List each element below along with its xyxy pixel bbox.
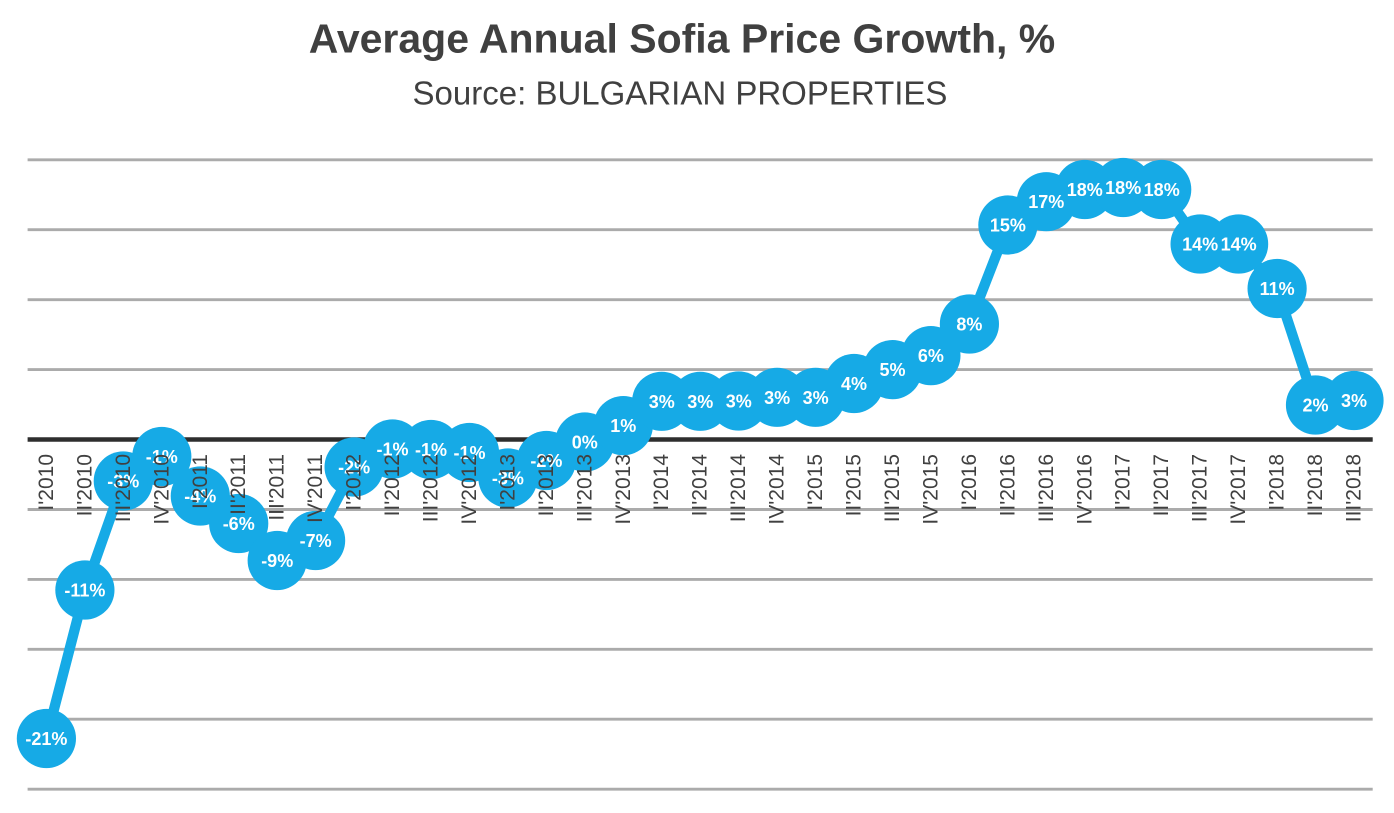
- svg-text:IV'2015: IV'2015: [919, 454, 942, 525]
- svg-text:-3%: -3%: [107, 472, 139, 492]
- svg-text:II'2010: II'2010: [73, 454, 96, 516]
- svg-text:II'2016: II'2016: [996, 454, 1019, 516]
- svg-text:IV'2010: IV'2010: [150, 454, 173, 525]
- svg-text:3%: 3%: [1341, 391, 1367, 411]
- svg-text:-1%: -1%: [376, 440, 408, 460]
- svg-text:18%: 18%: [1067, 180, 1103, 200]
- svg-text:II'2011: II'2011: [227, 454, 250, 515]
- svg-text:I'2011: I'2011: [189, 454, 212, 509]
- svg-text:Source: BULGARIAN PROPERTIES: Source: BULGARIAN PROPERTIES: [413, 75, 948, 112]
- svg-text:II'2015: II'2015: [843, 454, 866, 516]
- svg-text:IV'2013: IV'2013: [612, 454, 635, 525]
- svg-text:-7%: -7%: [300, 531, 332, 551]
- svg-text:-11%: -11%: [64, 581, 105, 601]
- svg-text:18%: 18%: [1105, 178, 1141, 198]
- svg-text:8%: 8%: [956, 315, 982, 335]
- svg-text:I'2010: I'2010: [35, 454, 58, 511]
- svg-text:-3%: -3%: [492, 469, 524, 489]
- svg-text:II'2013: II'2013: [535, 454, 558, 516]
- svg-text:I'2018: I'2018: [1266, 454, 1289, 511]
- svg-text:2%: 2%: [1302, 396, 1328, 416]
- svg-text:I'2016: I'2016: [958, 454, 981, 511]
- svg-text:I'2013: I'2013: [496, 454, 519, 511]
- svg-text:17%: 17%: [1028, 192, 1064, 212]
- svg-text:IV'2016: IV'2016: [1073, 454, 1096, 525]
- svg-text:3%: 3%: [687, 392, 713, 412]
- svg-text:-4%: -4%: [184, 487, 216, 507]
- svg-text:-21%: -21%: [25, 729, 67, 749]
- svg-text:IV'2017: IV'2017: [1227, 454, 1250, 525]
- svg-text:4%: 4%: [841, 374, 867, 394]
- svg-text:-9%: -9%: [261, 551, 293, 571]
- svg-text:III'2011: III'2011: [266, 454, 289, 521]
- svg-text:-1%: -1%: [415, 440, 447, 460]
- svg-text:-2%: -2%: [530, 451, 562, 471]
- svg-text:III'2012: III'2012: [420, 454, 443, 522]
- svg-text:III'2013: III'2013: [573, 454, 596, 522]
- svg-text:18%: 18%: [1144, 180, 1180, 200]
- svg-text:II'2014: II'2014: [689, 454, 712, 517]
- svg-text:III'2018: III'2018: [1343, 454, 1366, 522]
- svg-text:III'2016: III'2016: [1035, 454, 1058, 522]
- svg-text:Average Annual Sofia Price Gro: Average Annual Sofia Price Growth, %: [309, 16, 1056, 62]
- svg-text:III'2017: III'2017: [1189, 454, 1212, 522]
- svg-text:I'2012: I'2012: [343, 454, 366, 511]
- svg-text:0%: 0%: [572, 433, 598, 453]
- svg-text:-1%: -1%: [453, 443, 485, 463]
- svg-text:3%: 3%: [726, 392, 752, 412]
- svg-text:II'2012: II'2012: [381, 454, 404, 516]
- svg-text:I'2017: I'2017: [1112, 454, 1135, 511]
- svg-text:3%: 3%: [764, 388, 790, 408]
- svg-text:I'2015: I'2015: [804, 454, 827, 511]
- svg-text:14%: 14%: [1182, 235, 1218, 255]
- svg-text:IV'2011: IV'2011: [304, 454, 327, 523]
- svg-text:III'2010: III'2010: [112, 454, 135, 522]
- svg-text:3%: 3%: [803, 388, 829, 408]
- svg-text:-6%: -6%: [223, 514, 255, 534]
- svg-text:11%: 11%: [1260, 279, 1295, 299]
- svg-text:3%: 3%: [649, 392, 675, 412]
- svg-text:15%: 15%: [990, 216, 1026, 236]
- svg-text:III'2015: III'2015: [881, 454, 904, 522]
- svg-text:-2%: -2%: [338, 458, 370, 478]
- svg-text:IV'2012: IV'2012: [458, 454, 481, 525]
- svg-text:6%: 6%: [918, 346, 944, 366]
- svg-text:5%: 5%: [879, 360, 905, 380]
- svg-text:1%: 1%: [610, 416, 636, 436]
- svg-text:-1%: -1%: [146, 447, 178, 467]
- svg-text:II'2017: II'2017: [1150, 454, 1173, 516]
- svg-text:14%: 14%: [1221, 235, 1257, 255]
- svg-text:IV'2014: IV'2014: [766, 454, 789, 525]
- svg-text:II'2018: II'2018: [1304, 454, 1327, 516]
- svg-text:III'2014: III'2014: [727, 454, 750, 523]
- svg-text:I'2014: I'2014: [650, 454, 673, 511]
